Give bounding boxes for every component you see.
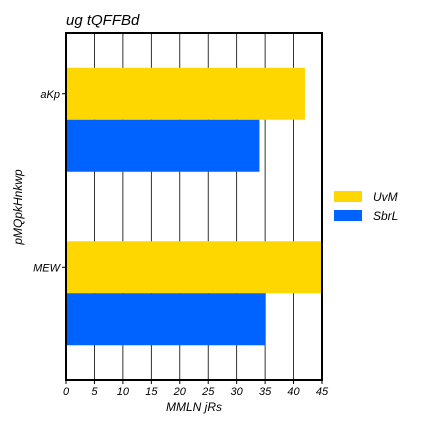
x-axis-label: MMLN jRs [166, 400, 222, 414]
y-tick-label: aKp [40, 89, 60, 101]
y-tick-label: MEW [33, 262, 62, 274]
bar-UvM-aKp [66, 67, 305, 120]
x-tick-label: 45 [316, 386, 329, 398]
x-tick-label: 5 [91, 386, 98, 398]
x-axis: 0 5 10 15 20 25 30 35 40 45 [63, 380, 329, 398]
bar-SbrL-aKp [66, 119, 260, 172]
bar-UvM-MEW [66, 241, 322, 294]
bar-SbrL-MEW [66, 293, 266, 346]
x-tick-label: 40 [287, 386, 300, 398]
plot-area [65, 32, 323, 381]
x-tick-label: 25 [201, 386, 215, 398]
y-axis: aKp MEW [33, 89, 66, 274]
legend-swatch-UvM [334, 191, 362, 202]
legend: UvM SbrL [334, 190, 398, 223]
chart-title: ug tQFFBd [66, 12, 140, 29]
legend-label-UvM: UvM [373, 190, 398, 204]
x-tick-label: 0 [63, 386, 70, 398]
legend-swatch-SbrL [334, 210, 362, 221]
x-tick-label: 30 [231, 386, 244, 398]
y-axis-label: pMQpkHnkwp [11, 169, 25, 246]
x-tick-label: 20 [173, 386, 187, 398]
x-tick-label: 15 [145, 386, 158, 398]
x-tick-label: 35 [259, 386, 272, 398]
legend-label-SbrL: SbrL [373, 209, 398, 223]
x-tick-label: 10 [117, 386, 130, 398]
plot-frame [65, 32, 323, 381]
